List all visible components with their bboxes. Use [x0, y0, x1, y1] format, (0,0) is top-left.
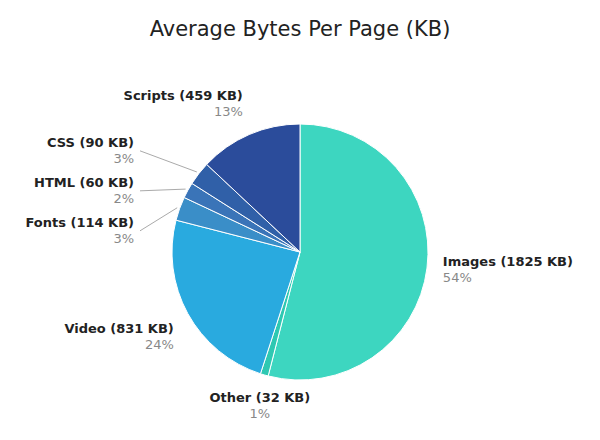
leader-line: [140, 208, 177, 231]
slice-label: Fonts (114 KB): [25, 215, 134, 230]
labels: Images (1825 KB)54% Other (32 KB)1% Video …: [25, 88, 573, 421]
slice-label: HTML (60 KB): [34, 175, 134, 190]
slice-label: CSS (90 KB): [47, 135, 134, 150]
chart: Average Bytes Per Page (KB) Images (1825 …: [0, 0, 600, 440]
data-label: 2%: [113, 191, 134, 206]
data-label: 3%: [113, 231, 134, 246]
data-label: 24%: [145, 337, 174, 352]
leader-line: [140, 189, 186, 191]
slice: [207, 124, 300, 252]
data-label: 13%: [214, 104, 243, 119]
data-label: 54%: [443, 270, 472, 285]
slices: [172, 124, 428, 380]
data-label: 1%: [250, 406, 271, 421]
chart-container: Average Bytes Per Page (KB) Images (1825 …: [0, 0, 600, 440]
leader-line: [140, 151, 197, 172]
data-label: 3%: [113, 151, 134, 166]
slice-label: Scripts (459 KB): [124, 88, 243, 103]
slice-label: Video (831 KB): [64, 321, 173, 336]
slice-label: Other (32 KB): [209, 390, 310, 405]
title: Average Bytes Per Page (KB): [150, 17, 451, 41]
slice-label: Images (1825 KB): [443, 254, 573, 269]
